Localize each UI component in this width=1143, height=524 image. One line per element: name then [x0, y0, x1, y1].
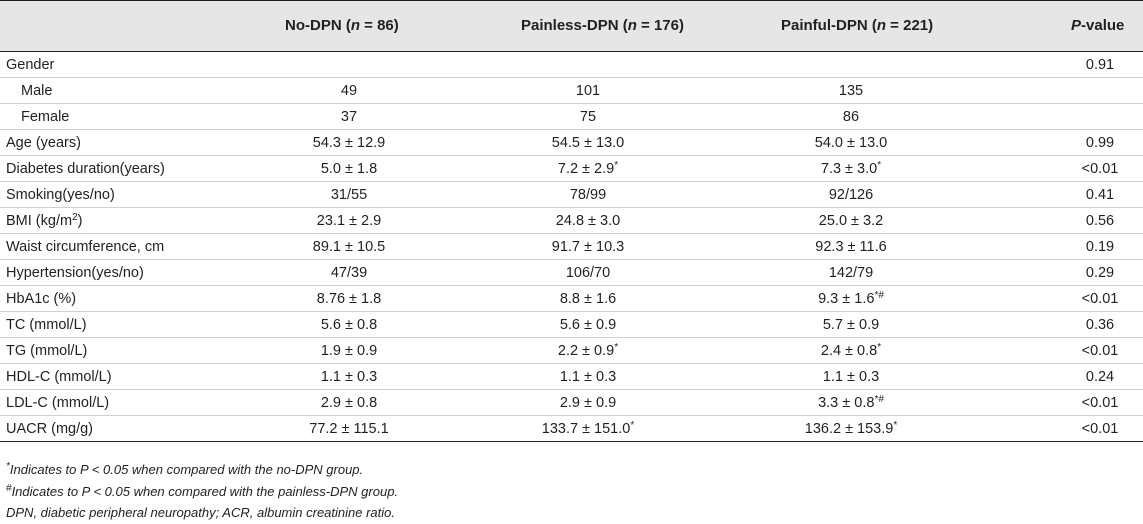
cell-painful-dpn: 54.0 ± 13.0: [814, 135, 888, 151]
table-row: BMI (kg/m2) 23.1 ± 2.9 24.8 ± 3.0 25.0 ± 3.…: [0, 208, 1143, 234]
cell-no-dpn: 49: [340, 83, 358, 99]
cell-no-dpn: 47/39: [330, 265, 368, 281]
cell-painful-dpn: [726, 52, 976, 78]
cell-no-dpn: 77.2 ± 115.1: [309, 421, 389, 437]
row-label: TG (mmol/L): [6, 343, 88, 359]
cell-no-dpn: 2.9 ± 0.8: [320, 395, 378, 411]
footnote-1: *Indicates to P < 0.05 when compared wit…: [6, 461, 364, 478]
row-label: Hypertension(yes/no): [6, 265, 144, 281]
cell-painful-dpn: 5.7 ± 0.9: [822, 317, 880, 333]
header-p-value: P-value: [1071, 17, 1125, 34]
row-label: Male: [21, 83, 53, 99]
cell-p-value: 0.19: [1085, 239, 1115, 255]
table-row: TC (mmol/L) 5.6 ± 0.8 5.6 ± 0.9 5.7 ± 0.9 0.…: [0, 312, 1143, 338]
row-label: Smoking(yes/no): [6, 187, 115, 203]
cell-painless-dpn: 2.2 ± 0.9*: [557, 342, 619, 360]
cell-painless-dpn: 24.8 ± 3.0: [555, 213, 621, 229]
row-label: Age (years): [6, 135, 81, 151]
table-row: HbA1c (%) 8.76 ± 1.8 8.8 ± 1.6 9.3 ± 1.6*# <…: [0, 286, 1143, 312]
cell-p-value: 0.91: [1085, 57, 1115, 73]
row-label: UACR (mg/g): [6, 421, 94, 437]
table-row: Gender 0.91: [0, 52, 1143, 78]
table-row: Waist circumference, cm 89.1 ± 10.5 91.7 ±…: [0, 234, 1143, 260]
cell-painless-dpn: 91.7 ± 10.3: [551, 239, 625, 255]
header-no-dpn: No-DPN (n = 86): [285, 17, 399, 34]
cell-painful-dpn: 86: [842, 109, 860, 125]
cell-p-value: 0.41: [1085, 187, 1115, 203]
cell-painless-dpn: 7.2 ± 2.9*: [557, 160, 619, 178]
cell-p-value: <0.01: [1081, 291, 1119, 307]
cell-no-dpn: 31/55: [330, 187, 368, 203]
cell-painless-dpn: 78/99: [569, 187, 607, 203]
cell-p-value: <0.01: [1081, 161, 1119, 177]
table-row: Male 49 101 135: [0, 78, 1143, 104]
cell-painless-dpn: 75: [579, 109, 597, 125]
table-row: Smoking(yes/no) 31/55 78/99 92/126 0.41: [0, 182, 1143, 208]
cell-no-dpn: 5.6 ± 0.8: [320, 317, 378, 333]
row-label: Waist circumference, cm: [6, 239, 165, 255]
table-row: Age (years) 54.3 ± 12.9 54.5 ± 13.0 54.0 ± …: [0, 130, 1143, 156]
cell-no-dpn: 37: [340, 109, 358, 125]
cell-no-dpn: 54.3 ± 12.9: [312, 135, 386, 151]
cell-no-dpn: 23.1 ± 2.9: [316, 213, 382, 229]
cell-painless-dpn: 2.9 ± 0.9: [559, 395, 617, 411]
cell-p-value: <0.01: [1081, 421, 1119, 437]
cell-no-dpn: 8.76 ± 1.8: [316, 291, 382, 307]
cell-p-value: 0.56: [1085, 213, 1115, 229]
table-row: Female 37 75 86: [0, 104, 1143, 130]
cell-painful-dpn: 92.3 ± 11.6: [815, 239, 887, 255]
cell-p-value: 0.24: [1085, 369, 1115, 385]
cell-painful-dpn: 25.0 ± 3.2: [818, 213, 884, 229]
cell-painful-dpn: 7.3 ± 3.0*: [820, 160, 882, 178]
cell-painful-dpn: 2.4 ± 0.8*: [820, 342, 882, 360]
cell-painful-dpn: 135: [838, 83, 864, 99]
cell-p-value: 0.29: [1085, 265, 1115, 281]
table-row: HDL-C (mmol/L) 1.1 ± 0.3 1.1 ± 0.3 1.1 ± 0.…: [0, 364, 1143, 390]
cell-no-dpn: [224, 52, 474, 78]
table-row: LDL-C (mmol/L) 2.9 ± 0.8 2.9 ± 0.9 3.3 ± 0.…: [0, 390, 1143, 416]
cell-painless-dpn: 133.7 ± 151.0*: [541, 420, 635, 438]
table-header: No-DPN (n = 86) Painless-DPN (n = 176) P…: [0, 0, 1143, 52]
table-row: Diabetes duration(years) 5.0 ± 1.8 7.2 ± 2…: [0, 156, 1143, 182]
row-label: Female: [21, 109, 70, 125]
table-row: TG (mmol/L) 1.9 ± 0.9 2.2 ± 0.9* 2.4 ± 0.8*…: [0, 338, 1143, 364]
cell-painful-dpn: 9.3 ± 1.6*#: [818, 290, 884, 308]
cell-p-value: [1070, 78, 1130, 104]
row-label: TC (mmol/L): [6, 317, 87, 333]
row-label: BMI (kg/m2): [6, 212, 83, 230]
table-row: UACR (mg/g) 77.2 ± 115.1 133.7 ± 151.0* 136…: [0, 416, 1143, 442]
cell-p-value: 0.99: [1085, 135, 1115, 151]
cell-painless-dpn: 5.6 ± 0.9: [559, 317, 617, 333]
cell-painless-dpn: 54.5 ± 13.0: [551, 135, 625, 151]
cell-painful-dpn: 92/126: [828, 187, 874, 203]
row-label: LDL-C (mmol/L): [6, 395, 110, 411]
cell-p-value: <0.01: [1081, 343, 1119, 359]
cell-p-value: [1070, 104, 1130, 130]
row-label: Diabetes duration(years): [6, 161, 165, 177]
footnotes: *Indicates to P < 0.05 when compared wit…: [6, 459, 398, 524]
cell-painful-dpn: 3.3 ± 0.8*#: [818, 394, 884, 412]
cell-no-dpn: 1.1 ± 0.3: [320, 369, 378, 385]
cell-p-value: 0.36: [1085, 317, 1115, 333]
header-painless-dpn: Painless-DPN (n = 176): [521, 17, 684, 34]
cell-no-dpn: 5.0 ± 1.8: [320, 161, 378, 177]
cell-painless-dpn: [463, 52, 713, 78]
cell-painless-dpn: 101: [575, 83, 601, 99]
cell-painful-dpn: 136.2 ± 153.9*: [804, 420, 898, 438]
table-row: Hypertension(yes/no) 47/39 106/70 142/79 0.2…: [0, 260, 1143, 286]
footnote-2: #Indicates to P < 0.05 when compared wit…: [6, 482, 399, 499]
cell-painless-dpn: 8.8 ± 1.6: [559, 291, 617, 307]
cell-painless-dpn: 106/70: [565, 265, 611, 281]
footnote-3: DPN, diabetic peripheral neuropathy; ACR…: [6, 505, 395, 520]
cell-p-value: <0.01: [1081, 395, 1119, 411]
cell-painful-dpn: 142/79: [828, 265, 874, 281]
cell-no-dpn: 1.9 ± 0.9: [320, 343, 378, 359]
row-label: HDL-C (mmol/L): [6, 369, 112, 385]
cell-no-dpn: 89.1 ± 10.5: [312, 239, 386, 255]
row-label: HbA1c (%): [6, 291, 77, 307]
row-label: Gender: [6, 57, 55, 73]
cell-painful-dpn: 1.1 ± 0.3: [822, 369, 880, 385]
header-painful-dpn: Painful-DPN (n = 221): [781, 17, 934, 34]
cell-painless-dpn: 1.1 ± 0.3: [559, 369, 617, 385]
